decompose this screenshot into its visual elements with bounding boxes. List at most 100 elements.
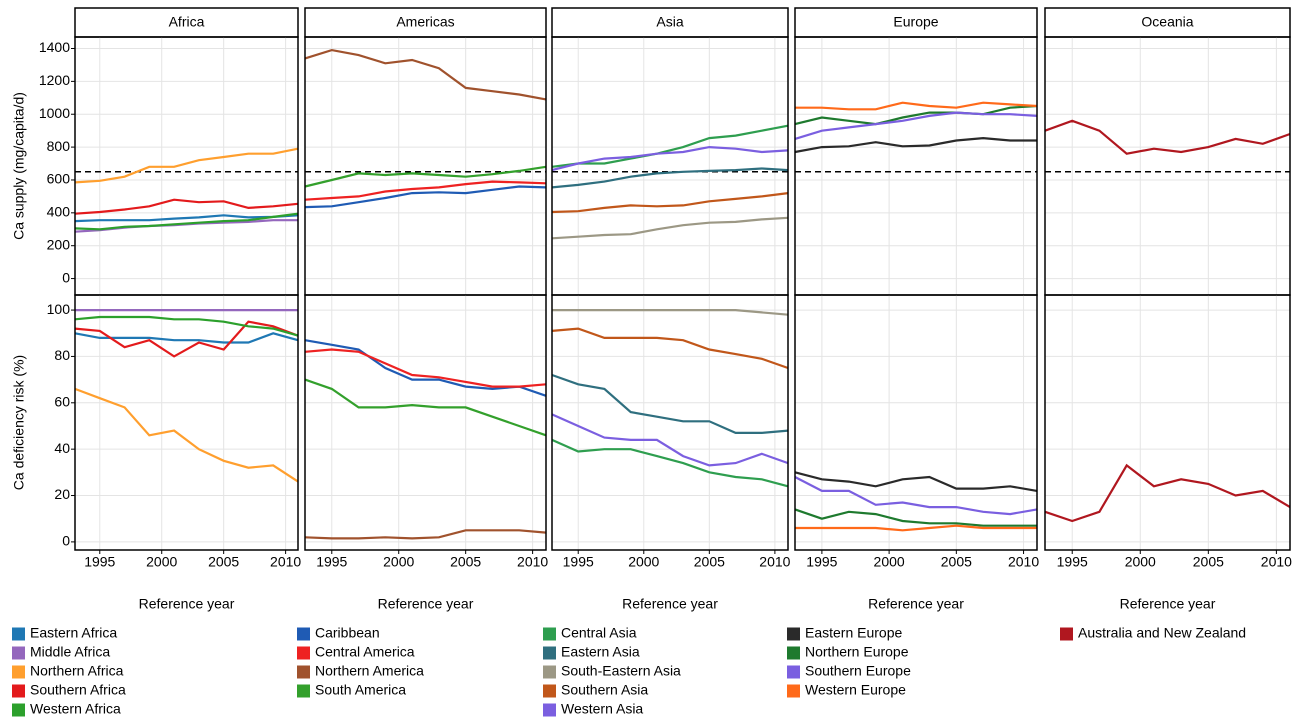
x-tick-label: 2000 — [1125, 554, 1156, 570]
series-line — [304, 348, 547, 388]
series-line — [304, 165, 547, 188]
series-line — [551, 438, 789, 488]
legend-label: South America — [315, 682, 406, 698]
panel-title: Americas — [396, 14, 454, 30]
legend-swatch — [12, 646, 25, 660]
legend-label: Central America — [315, 644, 415, 660]
legend-swatch — [297, 665, 310, 679]
panel-frame — [304, 36, 547, 296]
panel-title: Africa — [169, 14, 205, 30]
y-axis-title: Ca deficiency risk (%) — [11, 355, 27, 490]
legend-label: Eastern Africa — [30, 625, 117, 641]
series-line — [304, 339, 547, 397]
legend-swatch — [543, 703, 556, 717]
series-line — [74, 315, 299, 337]
x-tick-label: 2010 — [1261, 554, 1292, 570]
x-tick-label: 2005 — [1193, 554, 1224, 570]
x-axis-title: Reference year — [139, 596, 235, 612]
y-tick-label: 20 — [54, 486, 70, 502]
series-line — [74, 147, 299, 184]
legend-label: Southern Africa — [30, 682, 126, 698]
legend-swatch — [543, 627, 556, 641]
strip — [74, 7, 299, 38]
series-line — [304, 185, 547, 209]
x-tick-label: 2010 — [517, 554, 548, 570]
series-line — [1044, 119, 1291, 155]
y-tick-label: 80 — [54, 347, 70, 363]
legend-label: Middle Africa — [30, 644, 110, 660]
legend-label: Southern Asia — [561, 682, 648, 698]
series-line — [74, 214, 299, 223]
y-axis-title: Ca supply (mg/capita/d) — [11, 92, 27, 240]
y-tick-label: 0 — [62, 269, 70, 285]
legend-label: Southern Europe — [805, 663, 911, 679]
legend-swatch — [787, 646, 800, 660]
legend-swatch — [12, 627, 25, 641]
panel-frame — [1044, 36, 1291, 296]
legend-label: Western Asia — [561, 701, 643, 717]
legend-label: Eastern Europe — [805, 625, 902, 641]
panel-frame — [551, 294, 789, 551]
series-line — [551, 373, 789, 434]
y-tick-label: 100 — [47, 301, 71, 317]
x-tick-label: 1995 — [806, 554, 837, 570]
panel-frame — [74, 294, 299, 551]
legend-swatch — [297, 627, 310, 641]
legend-label: Northern Africa — [30, 663, 124, 679]
panel-frame — [794, 294, 1038, 551]
strip — [304, 7, 547, 38]
legend-label: Northern America — [315, 663, 424, 679]
legend-swatch — [1060, 627, 1073, 641]
y-tick-label: 60 — [54, 393, 70, 409]
y-tick-label: 400 — [47, 204, 71, 220]
series-line — [304, 48, 547, 101]
x-tick-label: 1995 — [1057, 554, 1088, 570]
series-line — [551, 192, 789, 214]
legend-swatch — [787, 684, 800, 698]
legend-swatch — [787, 627, 800, 641]
series-line — [794, 136, 1037, 154]
y-tick-label: 0 — [62, 533, 70, 549]
series-line — [794, 471, 1038, 492]
series-line — [552, 309, 789, 316]
strip — [794, 7, 1038, 38]
legend-label: Australia and New Zealand — [1078, 625, 1246, 641]
series-line — [304, 180, 547, 201]
legend-swatch — [543, 684, 556, 698]
legend-swatch — [543, 646, 556, 660]
legend-swatch — [12, 684, 25, 698]
series-line — [551, 413, 789, 467]
x-tick-label: 2010 — [270, 554, 301, 570]
y-tick-label: 1000 — [39, 105, 70, 121]
x-tick-label: 2005 — [450, 554, 481, 570]
panel-frame — [551, 36, 789, 296]
y-tick-label: 800 — [47, 138, 71, 154]
x-axis-title: Reference year — [868, 596, 964, 612]
panel-title: Oceania — [1141, 14, 1193, 30]
series-line — [74, 212, 299, 231]
legend-label: Caribbean — [315, 625, 380, 641]
x-tick-label: 1995 — [563, 554, 594, 570]
x-axis-title: Reference year — [1120, 596, 1216, 612]
series-line — [1044, 463, 1291, 523]
x-tick-label: 2000 — [146, 554, 177, 570]
x-tick-label: 2005 — [208, 554, 239, 570]
x-tick-label: 2010 — [1008, 554, 1039, 570]
series-line — [794, 476, 1038, 516]
series-line — [551, 124, 789, 168]
legend-swatch — [543, 665, 556, 679]
series-line — [794, 508, 1037, 527]
x-tick-label: 2000 — [383, 554, 414, 570]
x-tick-label: 2000 — [874, 554, 905, 570]
series-line — [551, 327, 789, 370]
series-line — [74, 219, 298, 233]
x-tick-label: 2005 — [694, 554, 725, 570]
series-line — [74, 387, 299, 483]
series-line — [304, 529, 547, 540]
legend-label: Western Europe — [805, 682, 906, 698]
x-tick-label: 1995 — [84, 554, 115, 570]
x-tick-label: 2010 — [759, 554, 790, 570]
series-line — [795, 101, 1038, 111]
series-line — [794, 111, 1038, 140]
